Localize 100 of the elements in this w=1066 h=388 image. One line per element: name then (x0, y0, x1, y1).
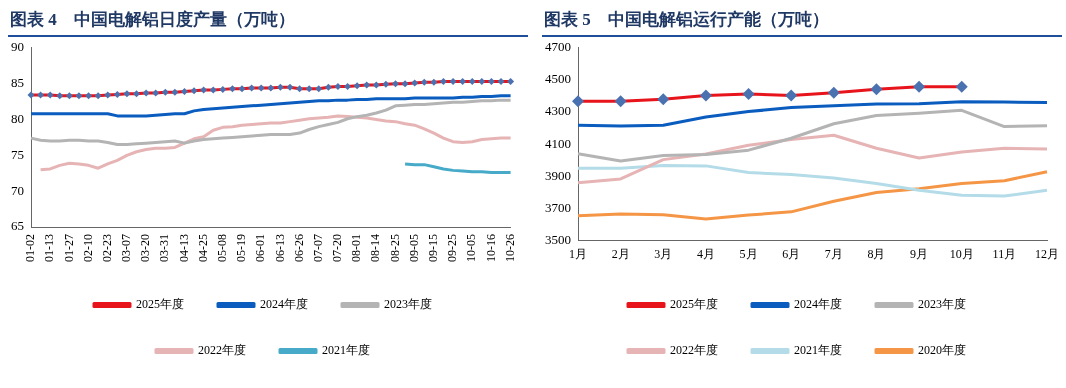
point (152, 89, 160, 97)
point (180, 88, 188, 96)
point (161, 88, 169, 96)
point (75, 92, 83, 100)
point (56, 92, 64, 100)
y-tick-label: 85 (11, 75, 24, 91)
x-tick-label: 07-07 (310, 234, 325, 262)
point (401, 80, 409, 88)
point (468, 77, 476, 85)
x-tick-label: 06-01 (253, 234, 268, 262)
legend-label: 2022年度 (670, 343, 718, 358)
x-tick-label: 01-27 (61, 234, 76, 262)
x-tick-label: 09-25 (445, 234, 460, 262)
x-tick-label: 10月 (949, 246, 974, 261)
x-tick-label: 10-05 (464, 234, 479, 262)
point (209, 86, 217, 94)
point (334, 83, 342, 91)
x-tick-label: 7月 (824, 246, 843, 261)
x-tick-label: 01-02 (23, 234, 38, 262)
y-tick-label: 4100 (545, 135, 571, 151)
x-tick-label: 01-13 (42, 234, 57, 262)
point (257, 84, 265, 92)
point (238, 85, 246, 93)
y-tick-label: 90 (11, 39, 24, 55)
x-tick-label: 10-16 (483, 234, 498, 262)
chart-title: 图表 5 中国电解铝运行产能（万吨） (542, 8, 1062, 37)
x-tick-label: 02-23 (99, 234, 114, 262)
y-tick-label: 80 (11, 110, 24, 126)
x-tick-label: 11月 (992, 246, 1017, 261)
point (497, 77, 505, 85)
point (219, 85, 227, 93)
point (104, 91, 112, 99)
x-tick-label: 4月 (696, 246, 715, 261)
x-tick-label: 04-13 (176, 234, 191, 262)
point (228, 85, 236, 93)
legend-label: 2023年度 (384, 297, 432, 312)
point (133, 90, 141, 98)
point (267, 84, 275, 92)
point (324, 83, 332, 91)
x-tick-label: 03-31 (157, 234, 172, 262)
x-tick-label: 08-14 (368, 234, 383, 262)
y-tick-label: 4300 (545, 103, 571, 119)
x-tick-label: 08-25 (387, 234, 402, 262)
point (449, 77, 457, 85)
point (372, 81, 380, 89)
point (296, 85, 304, 93)
point (286, 83, 294, 91)
point (94, 92, 102, 100)
x-tick-label: 06-26 (291, 234, 306, 262)
x-tick-label: 12月 (1035, 246, 1059, 261)
y-tick-label: 3700 (545, 199, 571, 215)
point (363, 81, 371, 89)
x-tick-label: 2月 (611, 246, 630, 261)
chart-title: 图表 4 中国电解铝日度产量（万吨） (8, 8, 528, 37)
x-tick-label: 09-15 (426, 234, 441, 262)
point (459, 77, 467, 85)
point (392, 80, 399, 88)
y-tick-label: 70 (11, 182, 24, 198)
point (382, 80, 390, 88)
y-tick-label: 3900 (545, 167, 571, 183)
point (171, 88, 179, 96)
x-tick-label: 07-20 (330, 234, 345, 262)
point (65, 92, 73, 100)
point (305, 85, 313, 93)
point (439, 77, 447, 85)
legend-label: 2024年度 (794, 297, 842, 312)
point (142, 89, 150, 97)
point (411, 79, 419, 87)
point (276, 83, 284, 91)
y-tick-label: 65 (11, 218, 24, 234)
x-tick-label: 3月 (654, 246, 673, 261)
legend-label: 2021年度 (794, 343, 842, 358)
point (344, 83, 352, 91)
point (478, 77, 486, 85)
legend-label: 2023年度 (918, 297, 966, 312)
x-tick-label: 05-19 (234, 234, 249, 262)
point (27, 91, 35, 99)
point (487, 77, 495, 85)
y-tick-label: 75 (11, 146, 24, 162)
x-tick-label: 05-08 (215, 234, 229, 262)
point (200, 86, 208, 94)
x-tick-label: 1月 (569, 246, 587, 261)
x-tick-label: 8月 (867, 246, 886, 261)
y-tick-label: 4700 (545, 39, 571, 55)
point (507, 77, 515, 85)
x-tick-label: 9月 (910, 246, 929, 261)
point (430, 78, 438, 86)
legend-label: 2025年度 (670, 297, 718, 312)
x-tick-label: 09-05 (406, 234, 421, 262)
point (37, 91, 45, 99)
x-tick-label: 02-10 (80, 234, 95, 262)
x-tick-label: 06-13 (272, 234, 287, 262)
point (123, 90, 131, 98)
x-tick-label: 5月 (739, 246, 758, 261)
point (190, 87, 198, 95)
x-tick-label: 6月 (782, 246, 801, 261)
point (46, 91, 54, 99)
legend-label: 2021年度 (322, 343, 370, 358)
legend-label: 2024年度 (260, 297, 308, 312)
y-tick-label: 3500 (545, 232, 571, 248)
